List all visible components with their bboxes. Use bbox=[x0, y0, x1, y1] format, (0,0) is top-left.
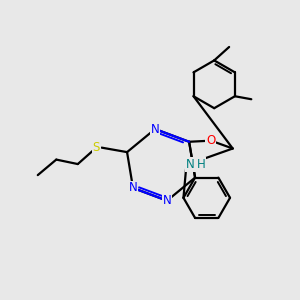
Text: N: N bbox=[151, 122, 160, 136]
Text: N: N bbox=[163, 194, 171, 207]
Text: N: N bbox=[186, 158, 194, 171]
Text: O: O bbox=[206, 134, 215, 147]
Text: H: H bbox=[196, 158, 205, 171]
Text: S: S bbox=[93, 141, 100, 154]
Text: N: N bbox=[129, 182, 137, 194]
